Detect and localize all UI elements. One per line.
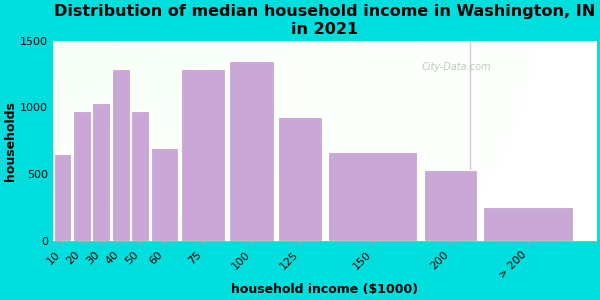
Text: City-Data.com: City-Data.com	[422, 61, 491, 72]
Bar	[131, 111, 149, 242]
Bar	[424, 170, 477, 242]
Bar	[181, 69, 226, 242]
Bar	[328, 152, 418, 242]
Bar	[151, 148, 178, 242]
Bar	[484, 207, 572, 242]
X-axis label: household income ($1000): household income ($1000)	[231, 283, 418, 296]
Bar	[278, 117, 322, 242]
Title: Distribution of median household income in Washington, IN
in 2021: Distribution of median household income …	[53, 4, 595, 37]
Bar	[229, 61, 274, 242]
Y-axis label: households: households	[4, 101, 17, 181]
Bar	[73, 111, 91, 242]
Bar	[112, 69, 130, 242]
Bar	[92, 103, 110, 242]
Bar	[53, 154, 71, 242]
